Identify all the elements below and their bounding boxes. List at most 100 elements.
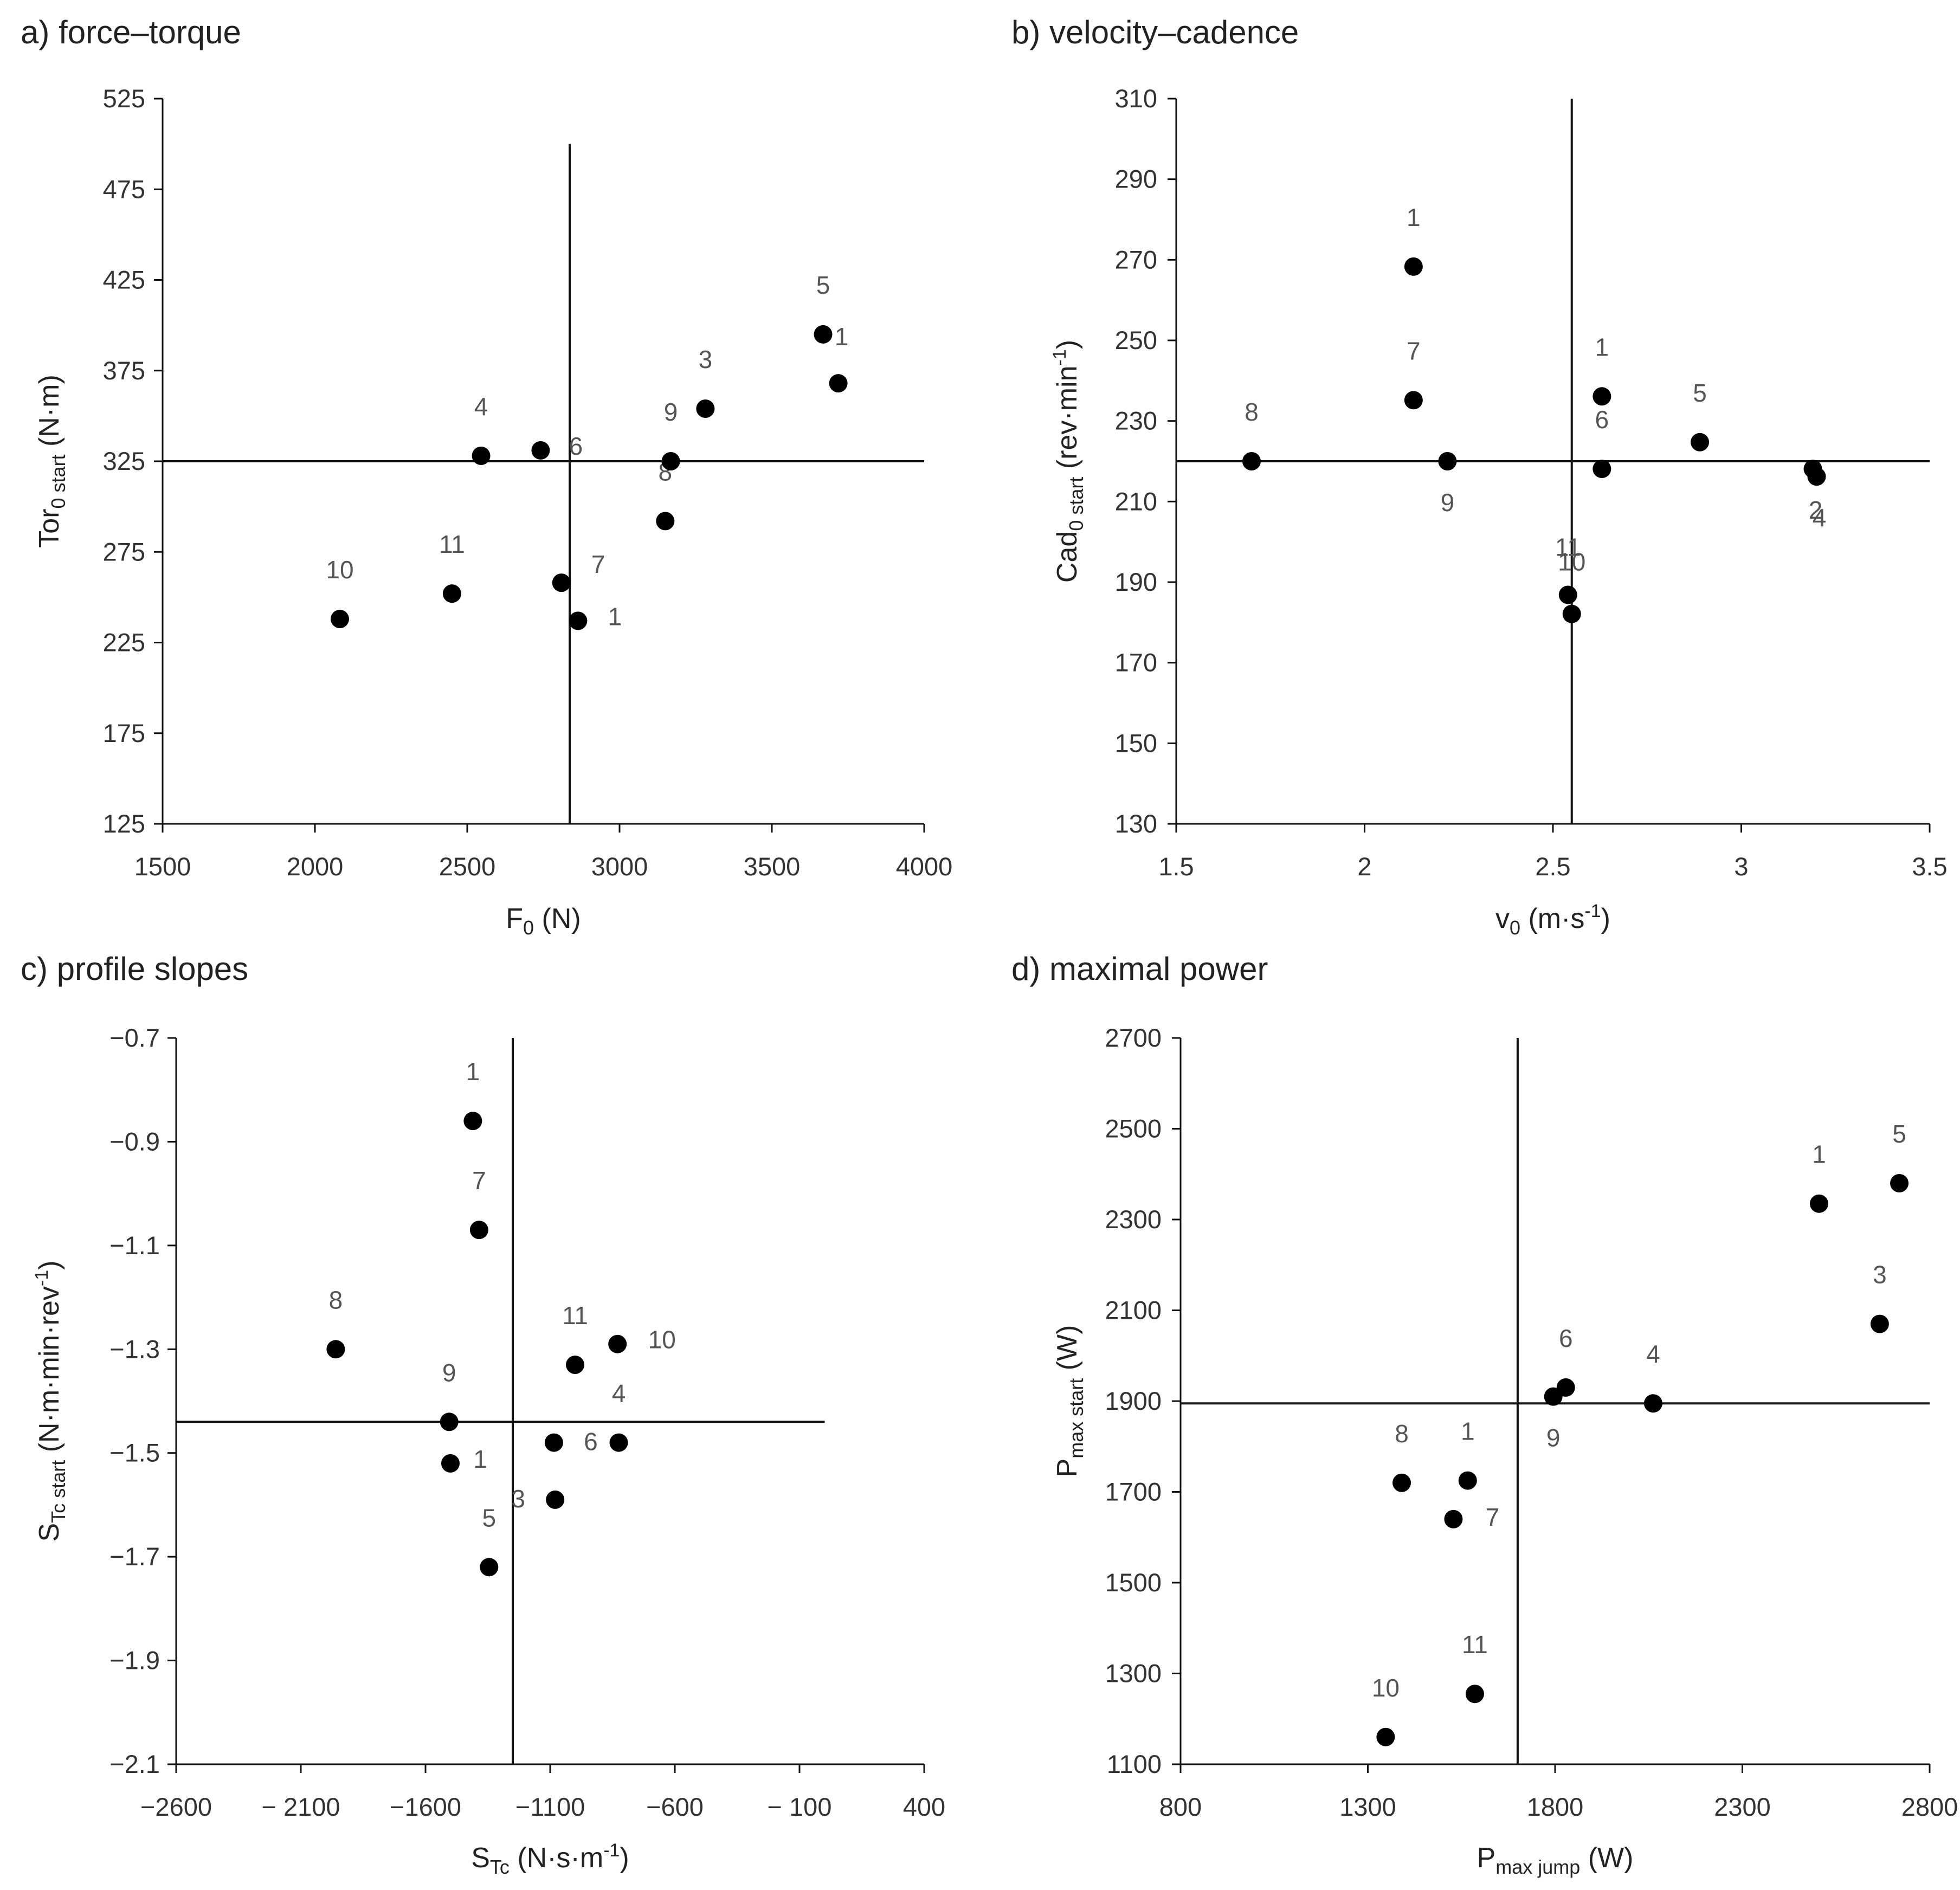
x-tick-label: − 2100 — [261, 1792, 340, 1821]
point-label: 8 — [1245, 398, 1259, 426]
x-axis-label: v0 (m·s-1) — [1495, 901, 1610, 939]
point-label: 1 — [1812, 1140, 1826, 1169]
data-point — [609, 1433, 628, 1452]
point-label: 10 — [1558, 548, 1585, 576]
point-label: 7 — [472, 1166, 486, 1195]
data-point — [1870, 1314, 1889, 1333]
point-label: 5 — [1892, 1120, 1906, 1148]
x-tick-label: 1800 — [1527, 1792, 1584, 1821]
y-axis-label: Tor0 start (N·m) — [34, 375, 69, 548]
y-tick-label: −2.1 — [109, 1750, 160, 1778]
y-tick-label: 1700 — [1105, 1478, 1162, 1506]
data-point — [1890, 1174, 1909, 1192]
point-label: 8 — [1395, 1420, 1409, 1448]
x-axis-label: STc (N·s·m-1) — [471, 1840, 629, 1878]
x-tick-label: 3.5 — [1912, 852, 1947, 881]
y-tick-label: 475 — [103, 175, 145, 203]
data-point — [1807, 467, 1826, 486]
y-tick-label: 175 — [103, 719, 145, 747]
y-tick-label: 170 — [1115, 648, 1157, 677]
point-label: 6 — [569, 432, 583, 460]
x-tick-label: 2300 — [1714, 1792, 1771, 1821]
y-tick-label: 150 — [1115, 728, 1157, 757]
data-point — [1592, 460, 1611, 479]
data-point — [441, 1454, 460, 1473]
data-point — [1809, 1194, 1828, 1213]
y-tick-label: 250 — [1115, 326, 1157, 354]
y-tick-label: 130 — [1115, 809, 1157, 838]
point-label: 5 — [482, 1504, 497, 1532]
chart-panel-2: b) velocity–cadence130150170190210230250… — [1011, 14, 1948, 939]
point-label: 5 — [1693, 379, 1707, 407]
x-tick-label: 2800 — [1901, 1792, 1958, 1821]
y-tick-label: 325 — [103, 447, 145, 475]
y-tick-label: −1.3 — [109, 1334, 160, 1363]
y-tick-label: 225 — [103, 628, 145, 657]
data-point — [814, 325, 833, 344]
data-point — [463, 1112, 482, 1131]
y-tick-label: 310 — [1115, 84, 1157, 113]
data-point — [1404, 257, 1423, 276]
point-label: 9 — [664, 398, 678, 426]
y-tick-label: 375 — [103, 356, 145, 385]
y-tick-label: −1.7 — [109, 1542, 160, 1571]
x-tick-label: 3500 — [744, 852, 801, 881]
y-axis-label: Pmax start (W) — [1052, 1325, 1087, 1478]
data-point — [469, 1221, 488, 1240]
y-tick-label: 1900 — [1105, 1386, 1162, 1415]
point-label: 11 — [439, 530, 465, 558]
y-tick-label: −1.5 — [109, 1439, 160, 1467]
x-tick-label: 2 — [1357, 852, 1371, 881]
point-label: 11 — [1462, 1630, 1488, 1659]
point-label: 3 — [699, 345, 713, 373]
y-tick-label: 2100 — [1105, 1296, 1162, 1325]
data-point — [661, 452, 680, 470]
panel-title: c) profile slopes — [21, 951, 248, 987]
data-point — [569, 611, 588, 630]
point-label: 1 — [835, 322, 849, 351]
x-tick-label: −1600 — [390, 1792, 461, 1821]
x-axis-label: Pmax jump (W) — [1477, 1842, 1634, 1878]
x-tick-label: 800 — [1159, 1792, 1202, 1821]
data-point — [1444, 1510, 1463, 1528]
data-point — [608, 1334, 627, 1353]
point-label: 1 — [466, 1057, 480, 1086]
point-label: 6 — [584, 1428, 598, 1456]
y-tick-label: 275 — [103, 537, 145, 566]
point-label: 4 — [1646, 1340, 1660, 1368]
point-label: 1 — [608, 602, 622, 630]
y-tick-label: 190 — [1115, 567, 1157, 596]
point-label: 1 — [1461, 1417, 1475, 1446]
point-label: 1 — [473, 1445, 487, 1473]
point-label: 10 — [648, 1326, 676, 1354]
data-point — [1376, 1727, 1395, 1746]
point-label: 4 — [1813, 504, 1827, 532]
data-point — [1691, 433, 1710, 451]
panel-title: b) velocity–cadence — [1011, 14, 1299, 50]
chart-panel-1: a) force–torque1251752252753253754254755… — [21, 14, 952, 939]
data-point — [480, 1558, 499, 1577]
data-point — [696, 399, 715, 418]
x-tick-label: 3 — [1734, 852, 1748, 881]
point-label: 10 — [1372, 1674, 1400, 1702]
data-point — [1643, 1394, 1662, 1413]
x-tick-label: 2.5 — [1535, 852, 1570, 881]
x-tick-label: 4000 — [896, 852, 953, 881]
y-tick-label: −1.9 — [109, 1646, 160, 1675]
x-tick-label: 1.5 — [1158, 852, 1194, 881]
data-point — [1242, 452, 1261, 470]
data-point — [1392, 1473, 1411, 1492]
data-point — [326, 1340, 345, 1359]
data-point — [1592, 387, 1611, 406]
data-point — [472, 446, 491, 465]
x-tick-label: 1300 — [1339, 1792, 1396, 1821]
data-point — [566, 1356, 584, 1374]
point-label: 9 — [1546, 1424, 1561, 1452]
y-tick-label: −0.9 — [109, 1127, 160, 1156]
x-tick-label: − 100 — [768, 1792, 832, 1821]
y-tick-label: 525 — [103, 84, 145, 113]
panel-title: a) force–torque — [21, 14, 241, 50]
data-point — [546, 1490, 565, 1509]
data-point — [1544, 1387, 1563, 1406]
y-tick-label: 125 — [103, 809, 145, 838]
